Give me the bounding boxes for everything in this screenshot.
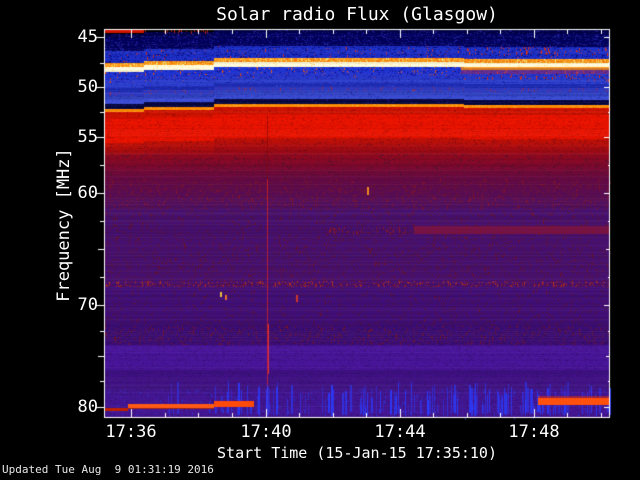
y-tick-label-50: 50 <box>77 76 98 97</box>
updated-timestamp: Updated Tue Aug 9 01:31:19 2016 <box>2 463 214 476</box>
x-tick-label-17:40: 17:40 <box>240 422 292 442</box>
y-tick-label-70: 70 <box>77 294 98 315</box>
y-tick-label-45: 45 <box>77 27 98 47</box>
x-tick-label-17:48: 17:48 <box>508 422 560 442</box>
y-tick-label-60: 60 <box>77 183 98 203</box>
x-axis-label: Start Time (15-Jan-15 17:35:10) <box>217 444 497 462</box>
x-tick-label-17:36: 17:36 <box>105 422 157 442</box>
y-tick-label-55: 55 <box>77 126 98 147</box>
chart-title: Solar radio Flux (Glasgow) <box>216 4 498 25</box>
y-tick-label-80: 80 <box>77 396 98 417</box>
x-tick-label-17:44: 17:44 <box>374 422 426 442</box>
